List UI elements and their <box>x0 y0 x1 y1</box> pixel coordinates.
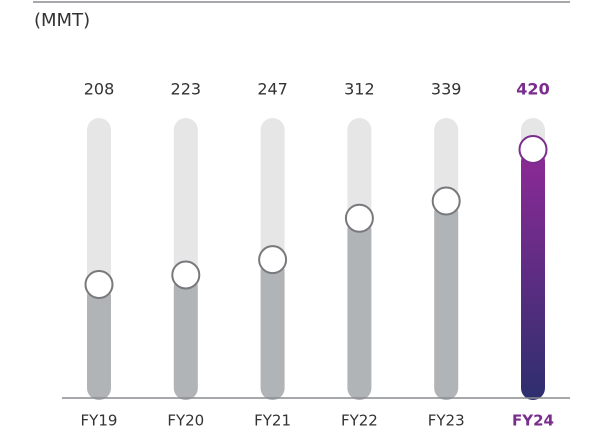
bar <box>521 149 545 400</box>
value-label: 208 <box>84 80 115 99</box>
marker <box>258 245 288 275</box>
bar <box>173 274 198 400</box>
marker <box>431 186 461 216</box>
x-tick-label: FY21 <box>254 412 291 430</box>
value-label: 420 <box>516 80 549 99</box>
bar <box>434 201 459 400</box>
marker <box>171 260 201 290</box>
value-label: 247 <box>257 80 288 99</box>
value-label: 339 <box>431 80 462 99</box>
marker <box>518 134 548 164</box>
unit-label: (MMT) <box>34 10 90 31</box>
bar <box>347 218 372 400</box>
value-label: 312 <box>344 80 375 99</box>
x-tick-label: FY20 <box>167 412 204 430</box>
x-tick-label: FY24 <box>512 412 554 430</box>
x-tick-label: FY23 <box>428 412 465 430</box>
x-tick-label: FY19 <box>81 412 118 430</box>
bar <box>260 259 285 400</box>
x-tick-label: FY22 <box>341 412 378 430</box>
marker <box>84 270 114 300</box>
bar <box>87 284 111 400</box>
value-label: 223 <box>171 80 202 99</box>
marker <box>344 203 374 233</box>
